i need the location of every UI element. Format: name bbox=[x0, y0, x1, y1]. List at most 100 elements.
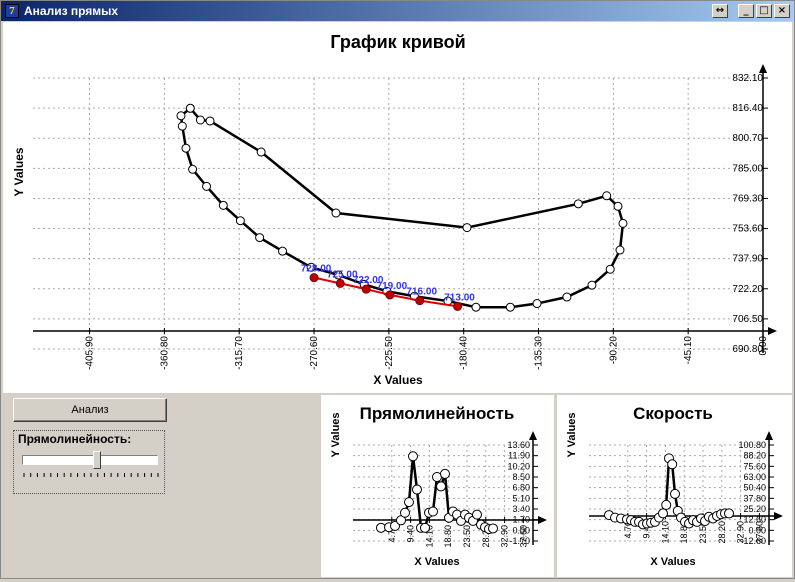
x-tick-label: 14.10 bbox=[660, 521, 670, 544]
x-tick-label: -360.80 bbox=[159, 336, 170, 370]
data-point bbox=[408, 451, 418, 462]
data-point bbox=[661, 499, 672, 510]
y-tick-label: 722.20 bbox=[732, 284, 763, 295]
x-tick-label: 9.40 bbox=[406, 525, 416, 543]
y-tick-label: 13.60 bbox=[507, 440, 530, 450]
data-point bbox=[562, 292, 572, 302]
y-axis-label: Y Values bbox=[12, 147, 26, 196]
close-button[interactable]: × bbox=[774, 4, 790, 18]
y-tick-label: 11.90 bbox=[508, 451, 530, 461]
data-point bbox=[390, 520, 400, 531]
title-bar[interactable]: 7 Анализ прямых ↔ _ □ × bbox=[1, 1, 794, 21]
data-point bbox=[488, 523, 498, 534]
data-point bbox=[176, 111, 186, 121]
data-point bbox=[573, 199, 583, 209]
data-point bbox=[218, 200, 228, 210]
y-tick-label: 0.00 bbox=[512, 525, 530, 535]
x-tick-label: -315.70 bbox=[234, 336, 245, 370]
straightness-label: Прямолинейность: bbox=[18, 432, 132, 446]
y-tick-label: 769.30 bbox=[732, 193, 763, 204]
y-tick-label: 737.90 bbox=[732, 254, 763, 265]
data-point bbox=[602, 191, 612, 201]
y-tick-label: 3.40 bbox=[512, 504, 530, 514]
y-axis-label: Y Values bbox=[566, 412, 578, 457]
data-label: 719.00 bbox=[377, 281, 408, 292]
data-point bbox=[400, 507, 410, 518]
window-title: Анализ прямых bbox=[24, 4, 119, 18]
data-point bbox=[188, 164, 198, 174]
y-tick-label: 10.20 bbox=[507, 461, 530, 471]
straightness-slider-thumb[interactable] bbox=[92, 451, 101, 469]
data-point bbox=[235, 216, 245, 226]
data-point bbox=[185, 103, 195, 113]
y-tick-label: 800.70 bbox=[732, 133, 763, 144]
data-point bbox=[195, 115, 205, 125]
chart-title: Скорость bbox=[633, 404, 713, 423]
y-tick-label: 753.60 bbox=[732, 224, 763, 235]
maximize-button[interactable]: □ bbox=[756, 4, 772, 18]
chart-title: Прямолинейность bbox=[360, 404, 515, 423]
data-point bbox=[618, 218, 628, 228]
data-point bbox=[331, 208, 341, 218]
app-icon: 7 bbox=[5, 4, 19, 18]
x-axis-arrow bbox=[768, 327, 777, 335]
x-tick-label: -90.20 bbox=[608, 336, 619, 365]
data-point bbox=[205, 116, 215, 126]
data-point bbox=[436, 481, 446, 492]
x-tick-label: -405.90 bbox=[85, 336, 96, 370]
analyze-button[interactable]: Анализ bbox=[13, 398, 167, 422]
x-tick-label: 18.80 bbox=[679, 521, 689, 544]
y-tick-label: 706.50 bbox=[732, 314, 763, 325]
x-axis-label: X Values bbox=[373, 373, 423, 387]
speed-chart-panel: Скорость X Values Y Values -12.60 0.00 12.60 2… bbox=[557, 395, 792, 577]
highlight-point bbox=[415, 296, 425, 306]
data-point bbox=[613, 201, 623, 211]
y-tick-label: -12.60 bbox=[740, 536, 766, 546]
x-tick-label: 28.20 bbox=[481, 525, 491, 548]
x-tick-label: 32.90 bbox=[736, 521, 746, 544]
y-tick-label: 50.40 bbox=[743, 483, 766, 493]
data-point bbox=[587, 280, 597, 290]
data-point bbox=[667, 459, 678, 470]
series-line bbox=[179, 107, 625, 309]
straightness-slider-track[interactable] bbox=[22, 455, 158, 465]
y-axis-label: Y Values bbox=[330, 412, 342, 457]
data-point bbox=[670, 488, 680, 499]
x-tick-label: -45.10 bbox=[683, 336, 694, 365]
data-label: 728.00 bbox=[301, 264, 332, 275]
data-point bbox=[472, 509, 482, 520]
data-point bbox=[278, 246, 288, 256]
resize-arrows-button[interactable]: ↔ bbox=[712, 4, 728, 18]
data-point bbox=[202, 181, 212, 191]
y-tick-label: 832.10 bbox=[732, 73, 763, 84]
data-point bbox=[412, 484, 422, 495]
y-axis-arrow bbox=[759, 64, 767, 73]
straightness-chart: Прямолинейность X Values Y Values -1.700.00… bbox=[330, 404, 547, 568]
data-point bbox=[306, 262, 316, 272]
straightness-chart-panel: Прямолинейность X Values Y Values -1.70 0.00… bbox=[321, 395, 554, 577]
data-label: 725.00 bbox=[327, 269, 358, 280]
data-point bbox=[255, 233, 265, 243]
data-label: 716.00 bbox=[406, 287, 437, 298]
data-point bbox=[396, 515, 406, 526]
data-point bbox=[428, 506, 438, 517]
highlight-point bbox=[309, 273, 319, 283]
y-tick-label: 690.80 bbox=[732, 344, 763, 355]
x-tick-label: 14.10 bbox=[424, 525, 434, 548]
x-tick-label: 37.60 bbox=[518, 525, 528, 548]
data-point bbox=[181, 143, 191, 153]
x-tick-label: 32.90 bbox=[500, 525, 510, 548]
x-tick-label: 37.60 bbox=[754, 521, 764, 544]
data-point bbox=[404, 497, 414, 508]
x-tick-label: 23.50 bbox=[698, 521, 708, 544]
y-tick-label: 816.40 bbox=[732, 103, 763, 114]
y-tick-label: 5.10 bbox=[512, 493, 530, 503]
y-tick-label: 785.00 bbox=[732, 163, 763, 174]
highlight-point bbox=[335, 278, 345, 288]
data-point bbox=[505, 302, 515, 312]
data-point bbox=[658, 508, 668, 519]
data-point bbox=[177, 121, 187, 131]
minimize-button[interactable]: _ bbox=[738, 4, 754, 18]
x-axis-arrow bbox=[774, 512, 783, 520]
data-point bbox=[462, 223, 472, 233]
